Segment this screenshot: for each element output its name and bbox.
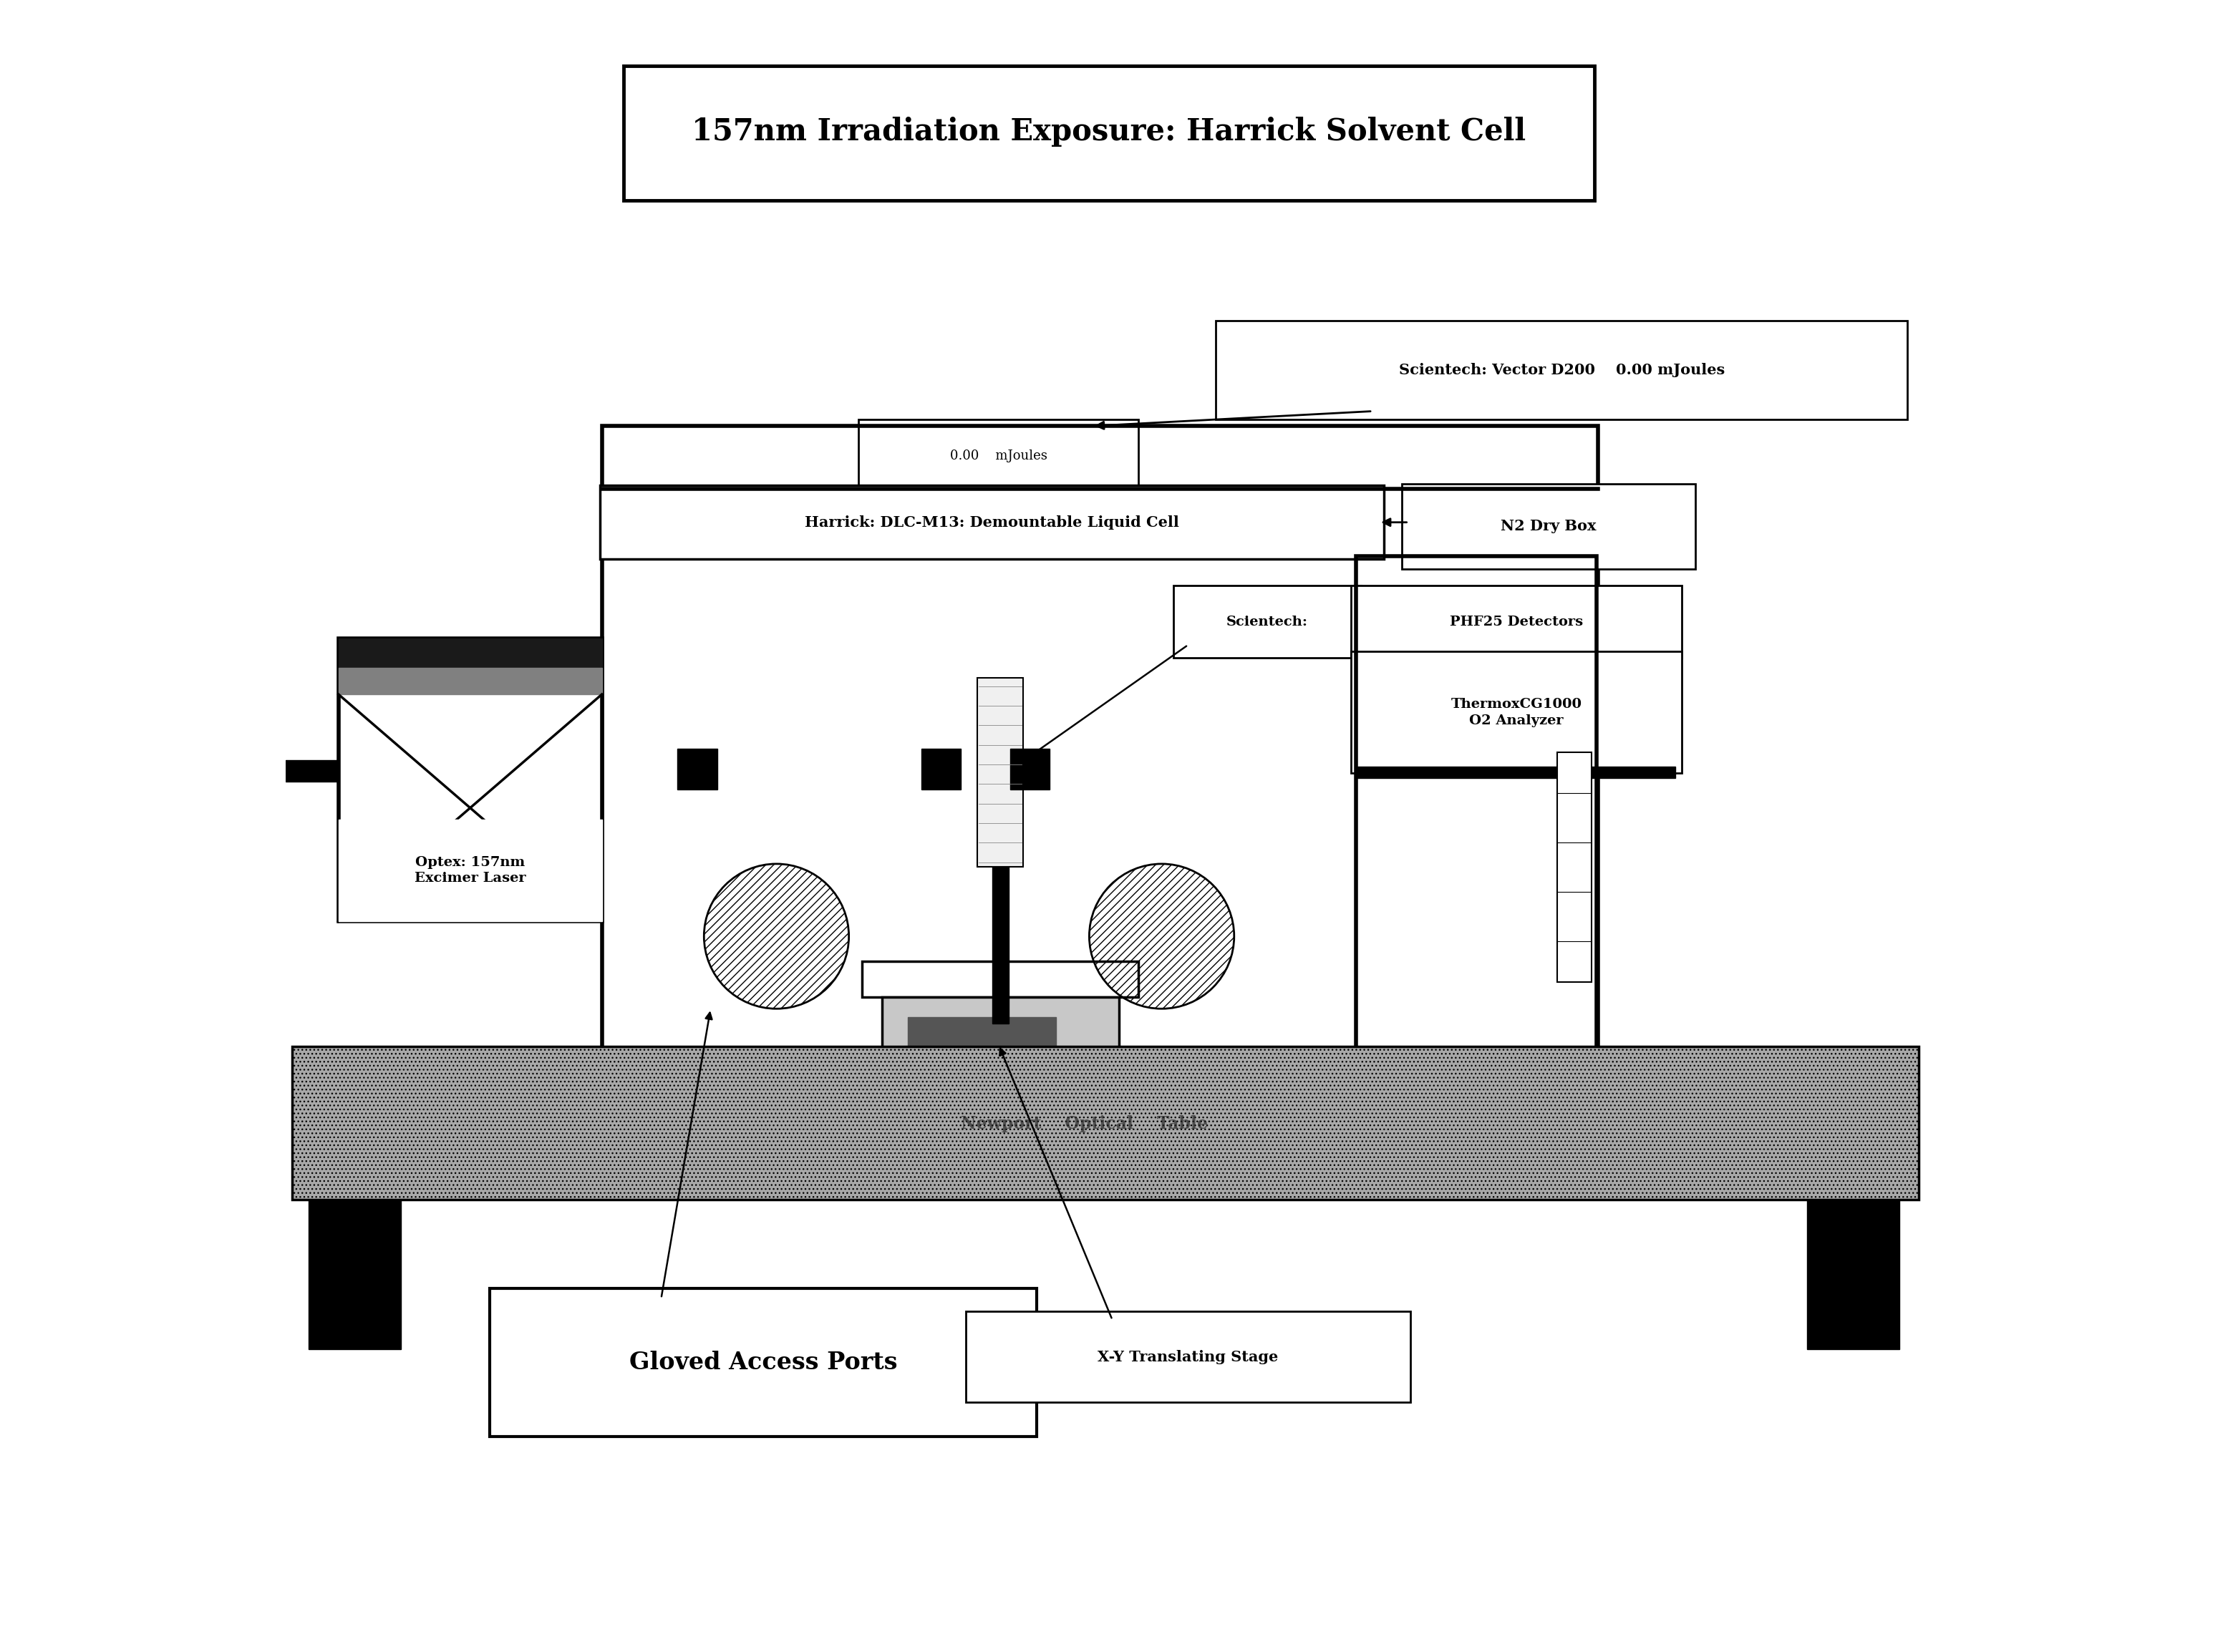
- Bar: [883, 998, 1118, 1074]
- Bar: [1808, 1199, 1899, 1350]
- Bar: [601, 426, 1597, 1075]
- Bar: [1557, 752, 1590, 983]
- FancyBboxPatch shape: [1215, 320, 1907, 420]
- FancyBboxPatch shape: [1173, 586, 1362, 657]
- Bar: [339, 638, 601, 667]
- Bar: [293, 1047, 1919, 1199]
- Text: 157nm Irradiation Exposure: Harrick Solvent Cell: 157nm Irradiation Exposure: Harrick Solv…: [692, 116, 1526, 147]
- FancyBboxPatch shape: [858, 420, 1138, 492]
- Text: Harrick: DLC-M13: Demountable Liquid Cell: Harrick: DLC-M13: Demountable Liquid Cel…: [805, 515, 1180, 529]
- Text: 0.00    mJoules: 0.00 mJoules: [949, 449, 1047, 463]
- Text: Gloved Access Ports: Gloved Access Ports: [630, 1351, 898, 1374]
- Text: PHF25 Detectors: PHF25 Detectors: [1451, 616, 1584, 628]
- FancyBboxPatch shape: [1351, 586, 1681, 657]
- Bar: [863, 961, 1138, 998]
- Text: Scientech:: Scientech:: [1227, 616, 1309, 628]
- Bar: [907, 1018, 1056, 1074]
- Bar: [286, 760, 601, 781]
- FancyBboxPatch shape: [490, 1289, 1036, 1437]
- FancyBboxPatch shape: [1351, 651, 1681, 773]
- Text: N2 Dry Box: N2 Dry Box: [1502, 519, 1597, 534]
- Bar: [920, 748, 960, 790]
- FancyBboxPatch shape: [1402, 484, 1695, 570]
- Bar: [991, 867, 1009, 1024]
- Bar: [978, 677, 1022, 867]
- Bar: [339, 819, 601, 922]
- Bar: [339, 667, 601, 694]
- Bar: [1355, 557, 1597, 1074]
- FancyBboxPatch shape: [623, 66, 1595, 200]
- Bar: [679, 748, 716, 790]
- FancyBboxPatch shape: [965, 1312, 1411, 1403]
- Text: Optex: 157nm
Excimer Laser: Optex: 157nm Excimer Laser: [415, 856, 526, 885]
- Text: X-Y Translating Stage: X-Y Translating Stage: [1098, 1350, 1278, 1365]
- Bar: [339, 638, 601, 922]
- Bar: [308, 1199, 401, 1350]
- Bar: [1357, 767, 1675, 778]
- Text: Newport    Optical    Table: Newport Optical Table: [960, 1115, 1209, 1133]
- Text: Scientech: Vector D200    0.00 mJoules: Scientech: Vector D200 0.00 mJoules: [1400, 363, 1726, 377]
- FancyBboxPatch shape: [601, 486, 1384, 560]
- Bar: [1009, 748, 1049, 790]
- Text: ThermoxCG1000
O2 Analyzer: ThermoxCG1000 O2 Analyzer: [1451, 697, 1581, 727]
